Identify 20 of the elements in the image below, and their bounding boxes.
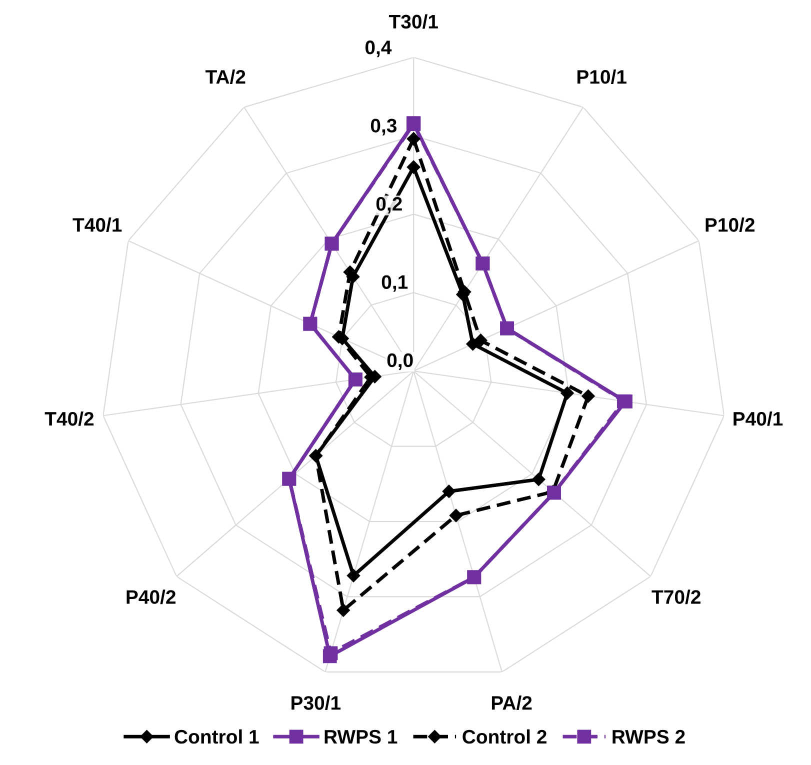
spoke-label: P40/2: [126, 590, 176, 604]
spoke-label: P40/1: [734, 411, 783, 426]
legend-label: Control 1: [174, 729, 259, 744]
legend-label: RWPS 2: [612, 730, 685, 744]
legend-label: Control 2: [462, 729, 546, 744]
y-tick-label: 0,0: [387, 353, 413, 370]
spoke-label: P10/1: [577, 69, 626, 84]
spoke-label: T40/2: [44, 411, 94, 426]
spoke-label: T30/1: [388, 14, 438, 29]
spoke-label: P30/1: [292, 696, 341, 710]
legend-label: RWPS 1: [324, 730, 398, 744]
spoke-label: P10/2: [706, 218, 754, 232]
y-tick-label: 0,1: [382, 275, 408, 292]
y-tick-label: 0,2: [376, 196, 402, 214]
spoke-label: T40/1: [72, 218, 122, 232]
y-tick-label: 0,3: [370, 118, 396, 136]
spoke-label: T70/2: [652, 590, 700, 604]
spoke-label: TA/2: [206, 69, 246, 84]
y-tick-label: 0,4: [365, 40, 392, 58]
spoke-label: PA/2: [492, 696, 532, 710]
